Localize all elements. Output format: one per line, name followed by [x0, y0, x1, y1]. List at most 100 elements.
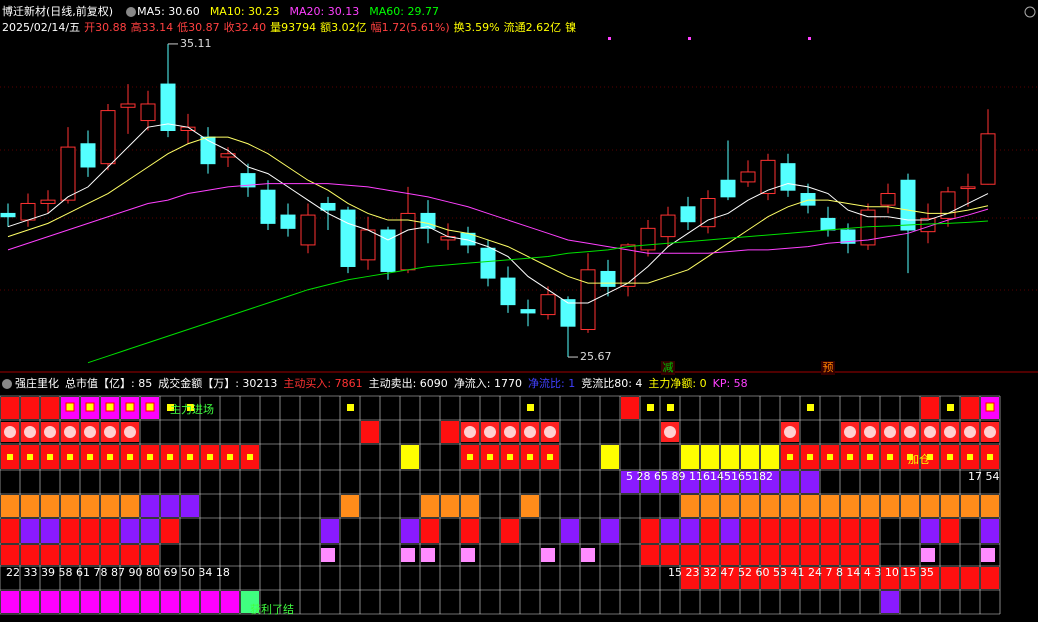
cell	[41, 495, 59, 517]
cell	[501, 519, 519, 543]
cell	[141, 495, 159, 517]
cell	[781, 545, 799, 565]
candle-body	[160, 83, 176, 131]
cell-icon	[124, 426, 136, 438]
cell	[1, 591, 19, 613]
cell	[461, 548, 475, 562]
cell	[807, 404, 814, 411]
cell	[241, 591, 259, 613]
panel-header-item: 总市值【亿】: 85	[65, 376, 152, 390]
cell	[121, 519, 139, 543]
cell	[841, 567, 859, 589]
cell	[961, 567, 979, 589]
cell-icon	[44, 426, 56, 438]
cell	[181, 495, 199, 517]
header-item: 2025/02/14/五	[2, 21, 80, 34]
cell	[341, 495, 359, 517]
header-item: 博迁新材(日线,前复权)	[2, 4, 113, 18]
candle-body	[140, 103, 156, 122]
cell-dot	[867, 454, 873, 460]
settings-icon[interactable]	[2, 379, 12, 389]
annotation: 25.67	[580, 350, 612, 363]
cell	[1, 495, 19, 517]
cell	[61, 545, 79, 565]
panel-header-item: 主力净额: 0	[648, 376, 706, 390]
cell	[321, 548, 335, 562]
cell	[801, 545, 819, 565]
ma-line	[7, 123, 989, 304]
cell	[361, 421, 379, 443]
candle-body	[400, 212, 416, 271]
cell	[941, 495, 959, 517]
candle-body	[820, 217, 836, 231]
cell-dot	[167, 454, 173, 460]
cell	[41, 591, 59, 613]
cell-icon	[24, 426, 36, 438]
cell	[981, 495, 999, 517]
header-item: 开30.88	[84, 21, 127, 34]
candle-body	[580, 269, 596, 331]
cell-dot	[527, 454, 533, 460]
cell-dot	[47, 454, 53, 460]
cell	[681, 519, 699, 543]
candle-body	[620, 244, 636, 287]
cell	[861, 519, 879, 543]
cell-icon	[904, 426, 916, 438]
cell-dot	[547, 454, 553, 460]
panel-label: 5 28 65 89 116145165182	[626, 470, 773, 483]
cell	[861, 545, 879, 565]
candle-body	[600, 270, 616, 287]
cell-icon	[544, 426, 556, 438]
candle-body	[700, 197, 716, 228]
cell	[801, 567, 819, 589]
cell	[921, 397, 939, 419]
marker-bg	[821, 361, 835, 375]
candle-body	[420, 212, 436, 229]
cell	[741, 545, 759, 565]
cell	[421, 495, 439, 517]
cell	[781, 519, 799, 543]
cell	[721, 471, 739, 493]
cell	[841, 545, 859, 565]
cell	[681, 545, 699, 565]
cell-dot	[987, 454, 993, 460]
candle-body	[740, 171, 756, 183]
cell	[981, 548, 995, 562]
panel-label: 加仓	[908, 452, 930, 466]
cell	[781, 471, 799, 493]
cell	[141, 591, 159, 613]
cell-dot	[107, 454, 113, 460]
cell-dot	[187, 454, 193, 460]
cell	[21, 591, 39, 613]
ma-line	[87, 220, 989, 364]
cell	[101, 495, 119, 517]
panel-header-item: 净流入: 1770	[454, 376, 522, 390]
cell	[181, 591, 199, 613]
cell	[801, 495, 819, 517]
cell	[947, 404, 954, 411]
candle-body	[260, 189, 276, 224]
close-icon[interactable]	[1024, 6, 1036, 18]
cell-dot	[127, 454, 133, 460]
header-item: 幅1.72(5.61%)	[371, 21, 450, 34]
cell-dot	[947, 454, 953, 460]
cell	[841, 519, 859, 543]
cell	[921, 567, 939, 589]
header-item: 流通2.62亿	[504, 20, 562, 34]
candle-body	[220, 153, 236, 158]
cell	[21, 519, 39, 543]
cell	[61, 519, 79, 543]
marker: 减	[663, 361, 674, 374]
panel-header-item: 净流比: 1	[528, 376, 575, 390]
ma-line	[7, 183, 989, 254]
settings-icon[interactable]	[126, 7, 136, 17]
cell	[41, 397, 59, 419]
panel-label: 主力进场	[170, 402, 214, 416]
cell	[581, 548, 595, 562]
cell	[681, 445, 699, 469]
cell	[781, 495, 799, 517]
cell-dot	[147, 454, 153, 460]
cell	[761, 519, 779, 543]
annotation: 35.11	[180, 37, 212, 50]
cell	[647, 404, 654, 411]
